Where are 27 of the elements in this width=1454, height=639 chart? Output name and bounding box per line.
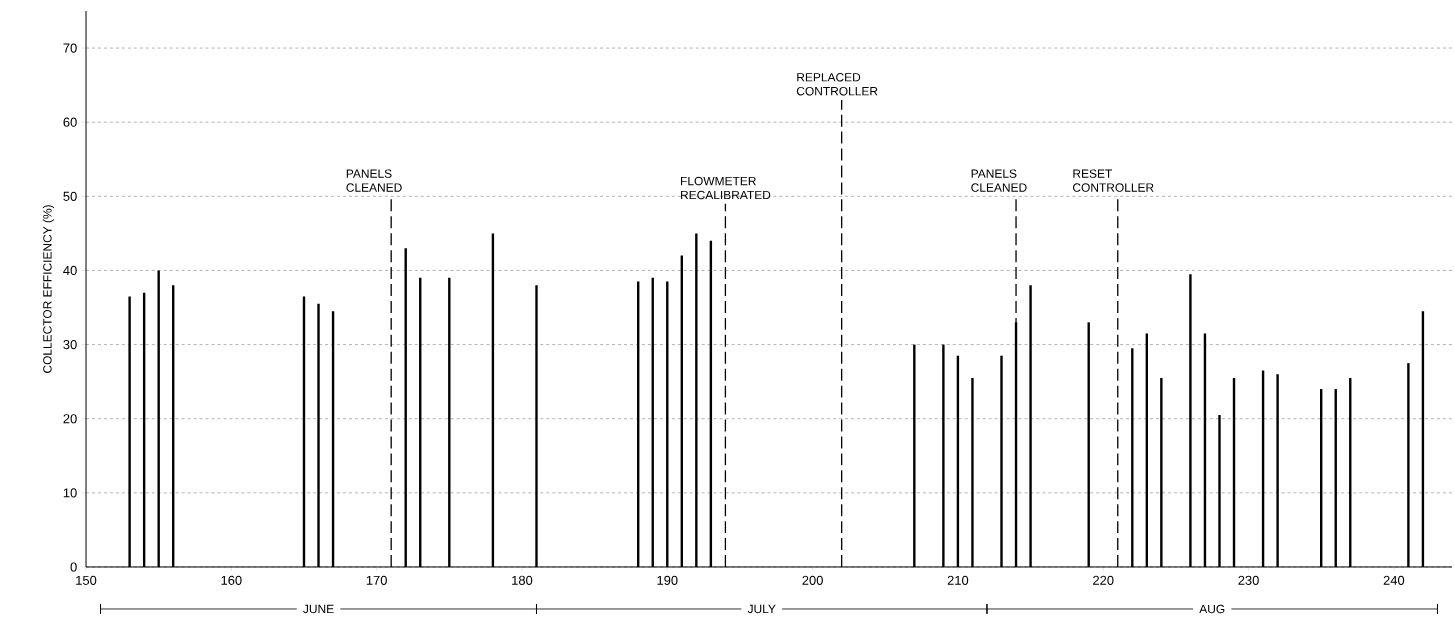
- y-tick-label: 60: [63, 117, 77, 127]
- x-tick-label: 210: [947, 575, 969, 585]
- y-tick-label: 70: [63, 43, 77, 53]
- x-tick-label: 200: [802, 575, 823, 585]
- y-tick-label: 40: [63, 265, 77, 276]
- text: JULY: [747, 604, 776, 614]
- ref-line-label: REPLACED CONTROLLER: [796, 73, 878, 96]
- ref-line-label: PANELS CLEANED: [971, 169, 1027, 192]
- y-tick-label: 20: [63, 414, 77, 424]
- x-tick-label: 190: [657, 575, 678, 585]
- ref-line-label: PANELS CLEANED: [346, 169, 402, 192]
- y-axis-title: COLLECTOR EFFICIENCY (%): [42, 205, 54, 373]
- y-tick-label: 30: [63, 340, 77, 350]
- y-tick-label: 0: [70, 562, 77, 572]
- x-tick-label: 160: [221, 575, 242, 585]
- x-tick-label: 180: [512, 575, 533, 585]
- x-tick-label: 240: [1383, 575, 1405, 585]
- y-tick-label: 10: [63, 488, 77, 498]
- x-tick-label: 220: [1093, 575, 1114, 585]
- ref-line-label: FLOWMETER RECALIBRATED: [681, 176, 771, 200]
- text: JUNE: [303, 604, 334, 614]
- y-tick-label: 50: [63, 191, 77, 201]
- x-tick-label: 230: [1238, 575, 1259, 585]
- text: AUG: [1199, 604, 1225, 614]
- x-tick-label: 170: [366, 575, 387, 585]
- ref-line-label: RESET CONTROLLER: [1073, 169, 1154, 192]
- x-tick-label: 150: [76, 575, 97, 585]
